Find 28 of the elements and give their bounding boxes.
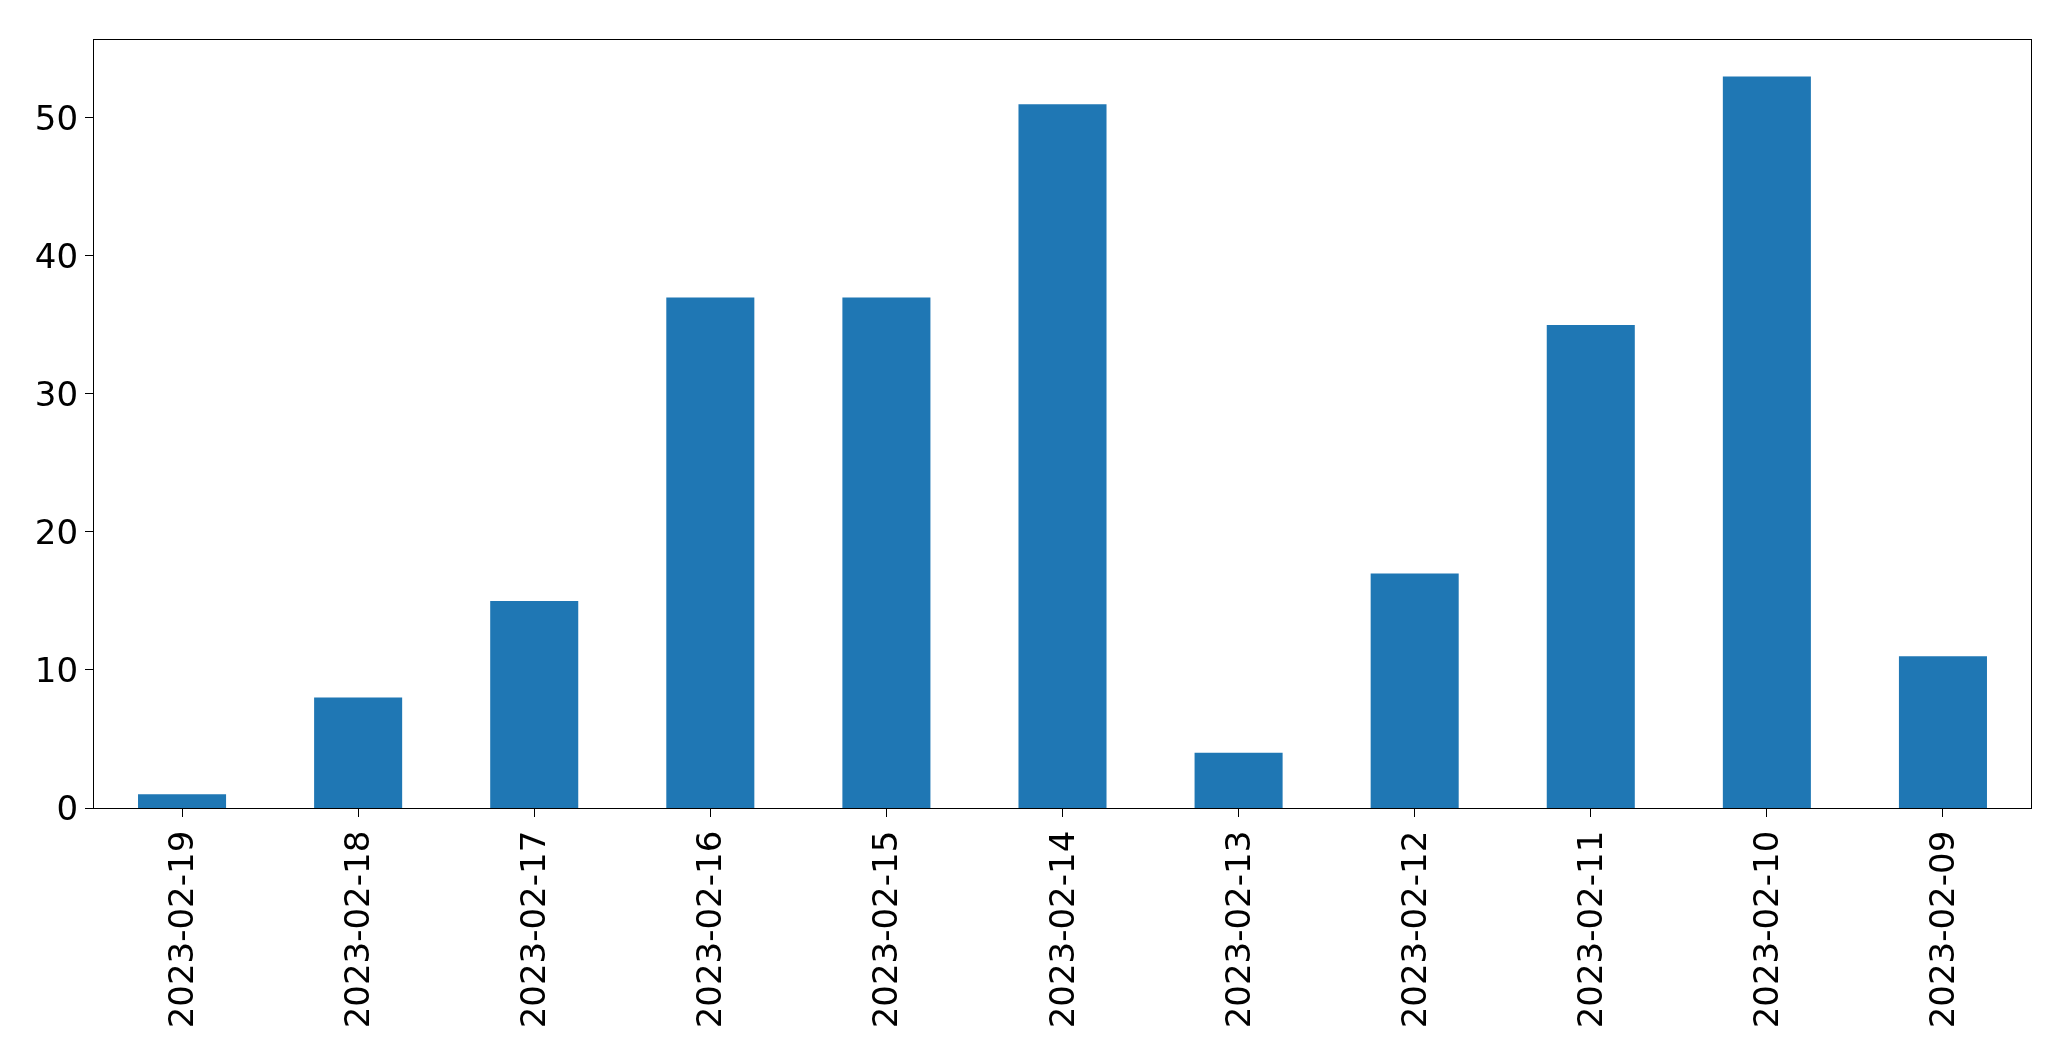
bar [1018,104,1107,808]
y-tick-label: 50 [34,97,79,138]
x-tick-label: 2023-02-09 [1922,830,1962,1029]
y-tick-label: 30 [34,373,79,414]
x-tick-label: 2023-02-17 [513,830,554,1029]
bar [1898,656,1987,808]
x-tick-label: 2023-02-13 [1217,830,1258,1029]
x-tick-label: 2023-02-16 [689,830,730,1029]
x-tick-label: 2023-02-11 [1569,830,1610,1029]
bar [138,794,227,808]
bar [490,600,579,808]
bar [1546,324,1635,808]
y-tick-label: 10 [34,649,79,690]
bar [1722,76,1811,808]
bar [314,697,403,808]
x-tick-label: 2023-02-14 [1041,830,1082,1029]
y-tick-label: 0 [56,787,79,828]
x-tick-label: 2023-02-15 [865,830,906,1029]
x-tick-label: 2023-02-10 [1745,830,1786,1029]
y-tick-label: 40 [34,235,79,276]
x-tick-label: 2023-02-19 [161,830,202,1029]
bar [666,297,755,808]
x-tick-label: 2023-02-18 [337,830,378,1029]
y-tick-label: 20 [34,511,79,552]
bar [842,297,931,808]
bar [1194,752,1283,808]
x-tick-label: 2023-02-12 [1393,830,1434,1029]
bar [1370,573,1459,808]
